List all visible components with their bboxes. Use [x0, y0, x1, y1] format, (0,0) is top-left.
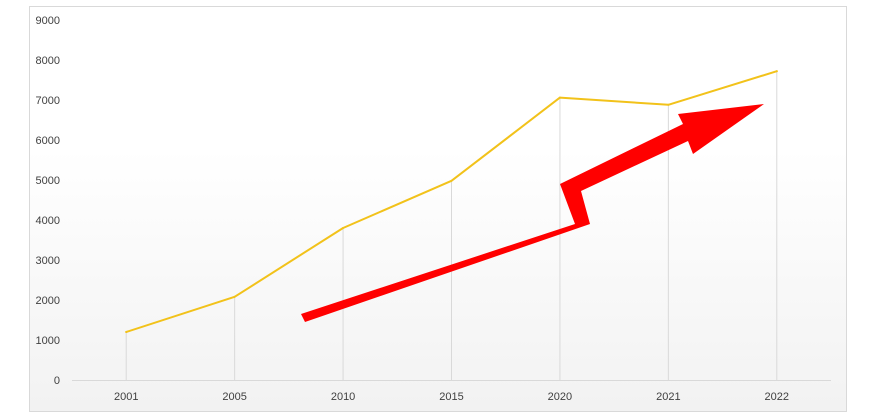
data-point-2010	[342, 227, 345, 229]
x-tick-2021: 2021	[656, 391, 680, 403]
y-tick-labels: 0 1000 2000 3000 4000 5000 6000 7000 8000 9000	[36, 15, 60, 387]
y-tick-5000: 5000	[36, 175, 60, 187]
data-point-2015	[450, 179, 453, 182]
x-tick-2015: 2015	[439, 391, 463, 403]
y-tick-4000: 4000	[36, 215, 60, 227]
y-tick-1000: 1000	[36, 335, 60, 347]
y-tick-0: 0	[54, 375, 60, 387]
x-tick-2020: 2020	[548, 391, 572, 403]
y-tick-6000: 6000	[36, 135, 60, 147]
data-point-2005	[233, 295, 236, 298]
x-tick-2010: 2010	[331, 391, 355, 403]
series-group	[125, 70, 778, 333]
y-tick-8000: 8000	[36, 55, 60, 67]
chart-frame	[29, 6, 847, 412]
gridlines	[125, 71, 778, 380]
data-point-2022	[775, 70, 778, 73]
trend-arrow	[301, 104, 764, 322]
y-tick-2000: 2000	[36, 295, 60, 307]
y-tick-7000: 7000	[36, 95, 60, 107]
data-point-2001	[125, 331, 128, 333]
x-tick-labels: 2001 2005 2010 2015 2020 2021 2022	[114, 391, 789, 403]
data-point-2020	[558, 96, 561, 99]
y-tick-9000: 9000	[36, 15, 60, 27]
x-tick-2005: 2005	[222, 391, 246, 403]
data-point-2021	[667, 103, 670, 106]
y-tick-3000: 3000	[36, 255, 60, 267]
x-tick-2001: 2001	[114, 391, 138, 403]
x-tick-2022: 2022	[765, 391, 789, 403]
